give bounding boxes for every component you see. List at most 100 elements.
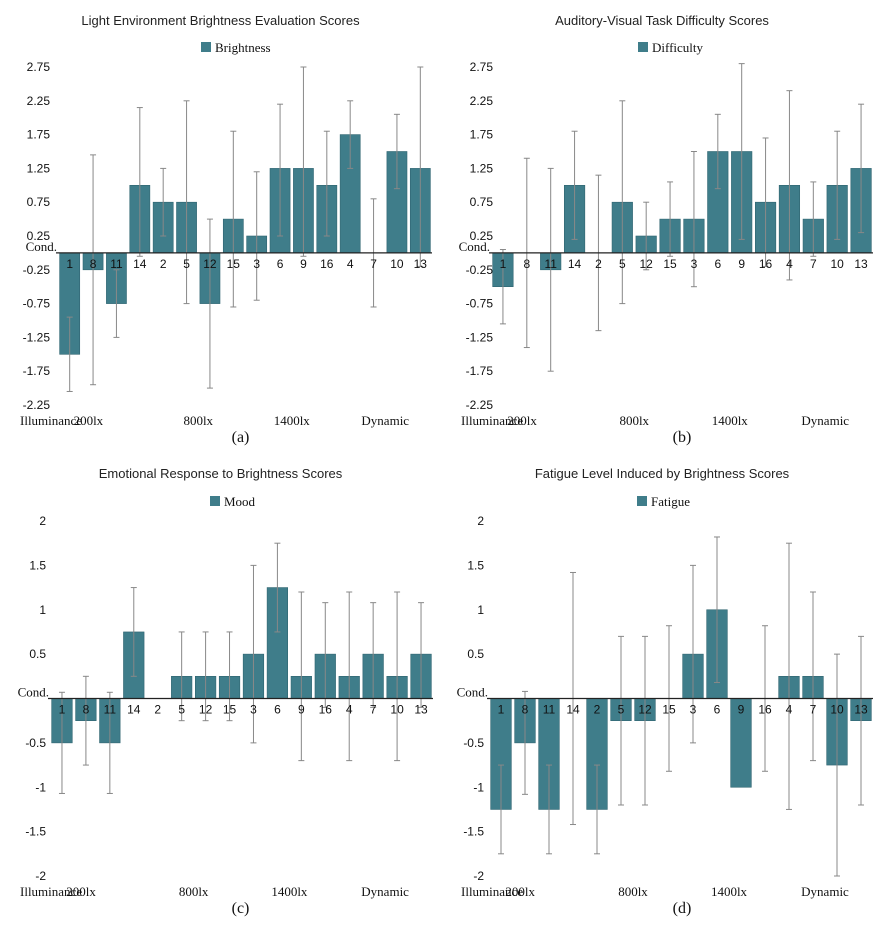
cond-label: Cond. [26,239,57,254]
y-tick-label: 1.5 [467,558,484,572]
category-label: 13 [414,257,428,271]
chart-title: Fatigue Level Induced by Brightness Scor… [535,466,790,481]
y-tick-label: 0.75 [470,195,494,209]
chart-panel-c: Emotional Response to Brightness Scores M… [0,458,441,925]
y-tick-label: 1.5 [29,558,46,572]
category-label: 10 [830,703,844,717]
category-label: 5 [619,257,626,271]
y-tick-label: 1.75 [470,128,494,142]
legend: Difficulty [638,40,704,55]
y-tick-label: -2.25 [23,398,51,412]
y-tick-label: -2 [35,869,46,883]
category-label: 11 [110,257,123,271]
y-tick-label: -1 [473,780,484,794]
y-tick-label: -0.75 [466,297,494,311]
group-label: 800lx [183,413,213,428]
chart-panel-d: Fatigue Level Induced by Brightness Scor… [441,458,883,925]
group-label: Illuminance [461,884,523,899]
category-label: 11 [544,257,557,271]
category-label: 1 [498,703,505,717]
category-label: 7 [810,257,817,271]
category-label: 11 [104,703,117,717]
category-label: 5 [183,257,190,271]
group-label: 200lx [66,884,96,899]
category-label: 12 [640,257,654,271]
y-tick-label: 1.25 [470,161,494,175]
y-tick-label: 1 [477,603,484,617]
category-label: 11 [543,703,556,717]
category-label: 8 [90,257,97,271]
category-label: 13 [414,703,428,717]
category-label: 16 [319,703,333,717]
y-tick-label: 2 [477,514,484,528]
chart-c-svg: Emotional Response to Brightness Scores M… [18,466,433,917]
category-label: 8 [83,703,90,717]
group-label: Dynamic [801,884,849,899]
category-label: 7 [370,257,377,271]
y-tick-label: -0.5 [25,736,46,750]
category-label: 15 [227,257,241,271]
category-label: 9 [300,257,307,271]
category-label: 6 [714,703,721,717]
chart-title: Emotional Response to Brightness Scores [99,466,343,481]
category-label: 4 [346,703,353,717]
y-tick-label: -1.5 [463,825,484,839]
y-tick-label: 1.75 [27,128,51,142]
category-label: 12 [638,703,652,717]
cond-label: Cond. [457,685,488,700]
y-tick-label: -2 [473,869,484,883]
y-tick-label: 0.5 [29,647,46,661]
y-tick-label: -1.75 [466,364,494,378]
group-label: 200lx [74,413,104,428]
y-tick-label: 2.25 [470,94,494,108]
group-label: 1400lx [271,884,308,899]
group-label: 800lx [179,884,209,899]
group-label: 1400lx [711,884,748,899]
category-label: 7 [370,703,377,717]
category-label: 3 [250,703,257,717]
category-label: 6 [277,257,284,271]
category-label: 10 [390,703,404,717]
group-label: 800lx [618,884,648,899]
y-tick-label: -1.25 [466,330,494,344]
y-tick-label: -1.5 [25,825,46,839]
category-label: 4 [786,703,793,717]
category-label: 1 [500,257,507,271]
y-tick-label: 0.5 [467,647,484,661]
group-label: Dynamic [801,413,849,428]
y-tick-label: 1.25 [27,161,51,175]
category-label: 13 [854,703,868,717]
y-tick-label: 2 [39,514,46,528]
category-label: 3 [690,703,697,717]
y-tick-label: 2.75 [27,60,51,74]
category-label: 4 [786,257,793,271]
legend-swatch [201,42,211,52]
panel-label: (b) [673,429,692,446]
cond-label: Cond. [18,685,49,700]
chart-b-svg: Auditory-Visual Task Difficulty Scores Di… [459,13,873,446]
category-label: 1 [59,703,66,717]
y-tick-label: -1.75 [23,364,51,378]
group-label: 1400lx [712,413,749,428]
category-label: 14 [568,257,582,271]
y-tick-label: 0.25 [27,229,51,243]
y-tick-label: -1 [35,780,46,794]
y-tick-label: -0.25 [466,263,494,277]
group-label: 1400lx [274,413,311,428]
y-tick-label: -1.25 [23,330,51,344]
group-label: 200lx [505,884,535,899]
category-label: 9 [298,703,305,717]
category-label: 1 [66,257,73,271]
category-label: 15 [662,703,676,717]
category-label: 16 [320,257,334,271]
chart-a-svg: Light Environment Brightness Evaluation … [20,13,432,446]
legend-swatch [210,496,220,506]
legend-label: Mood [224,494,256,509]
category-label: 3 [253,257,260,271]
legend: Fatigue [637,494,690,509]
group-label: 200lx [507,413,537,428]
category-label: 12 [203,257,217,271]
group-label: Dynamic [361,884,409,899]
chart-panel-b: Auditory-Visual Task Difficulty Scores Di… [441,0,883,458]
group-label: Illuminance [461,413,523,428]
